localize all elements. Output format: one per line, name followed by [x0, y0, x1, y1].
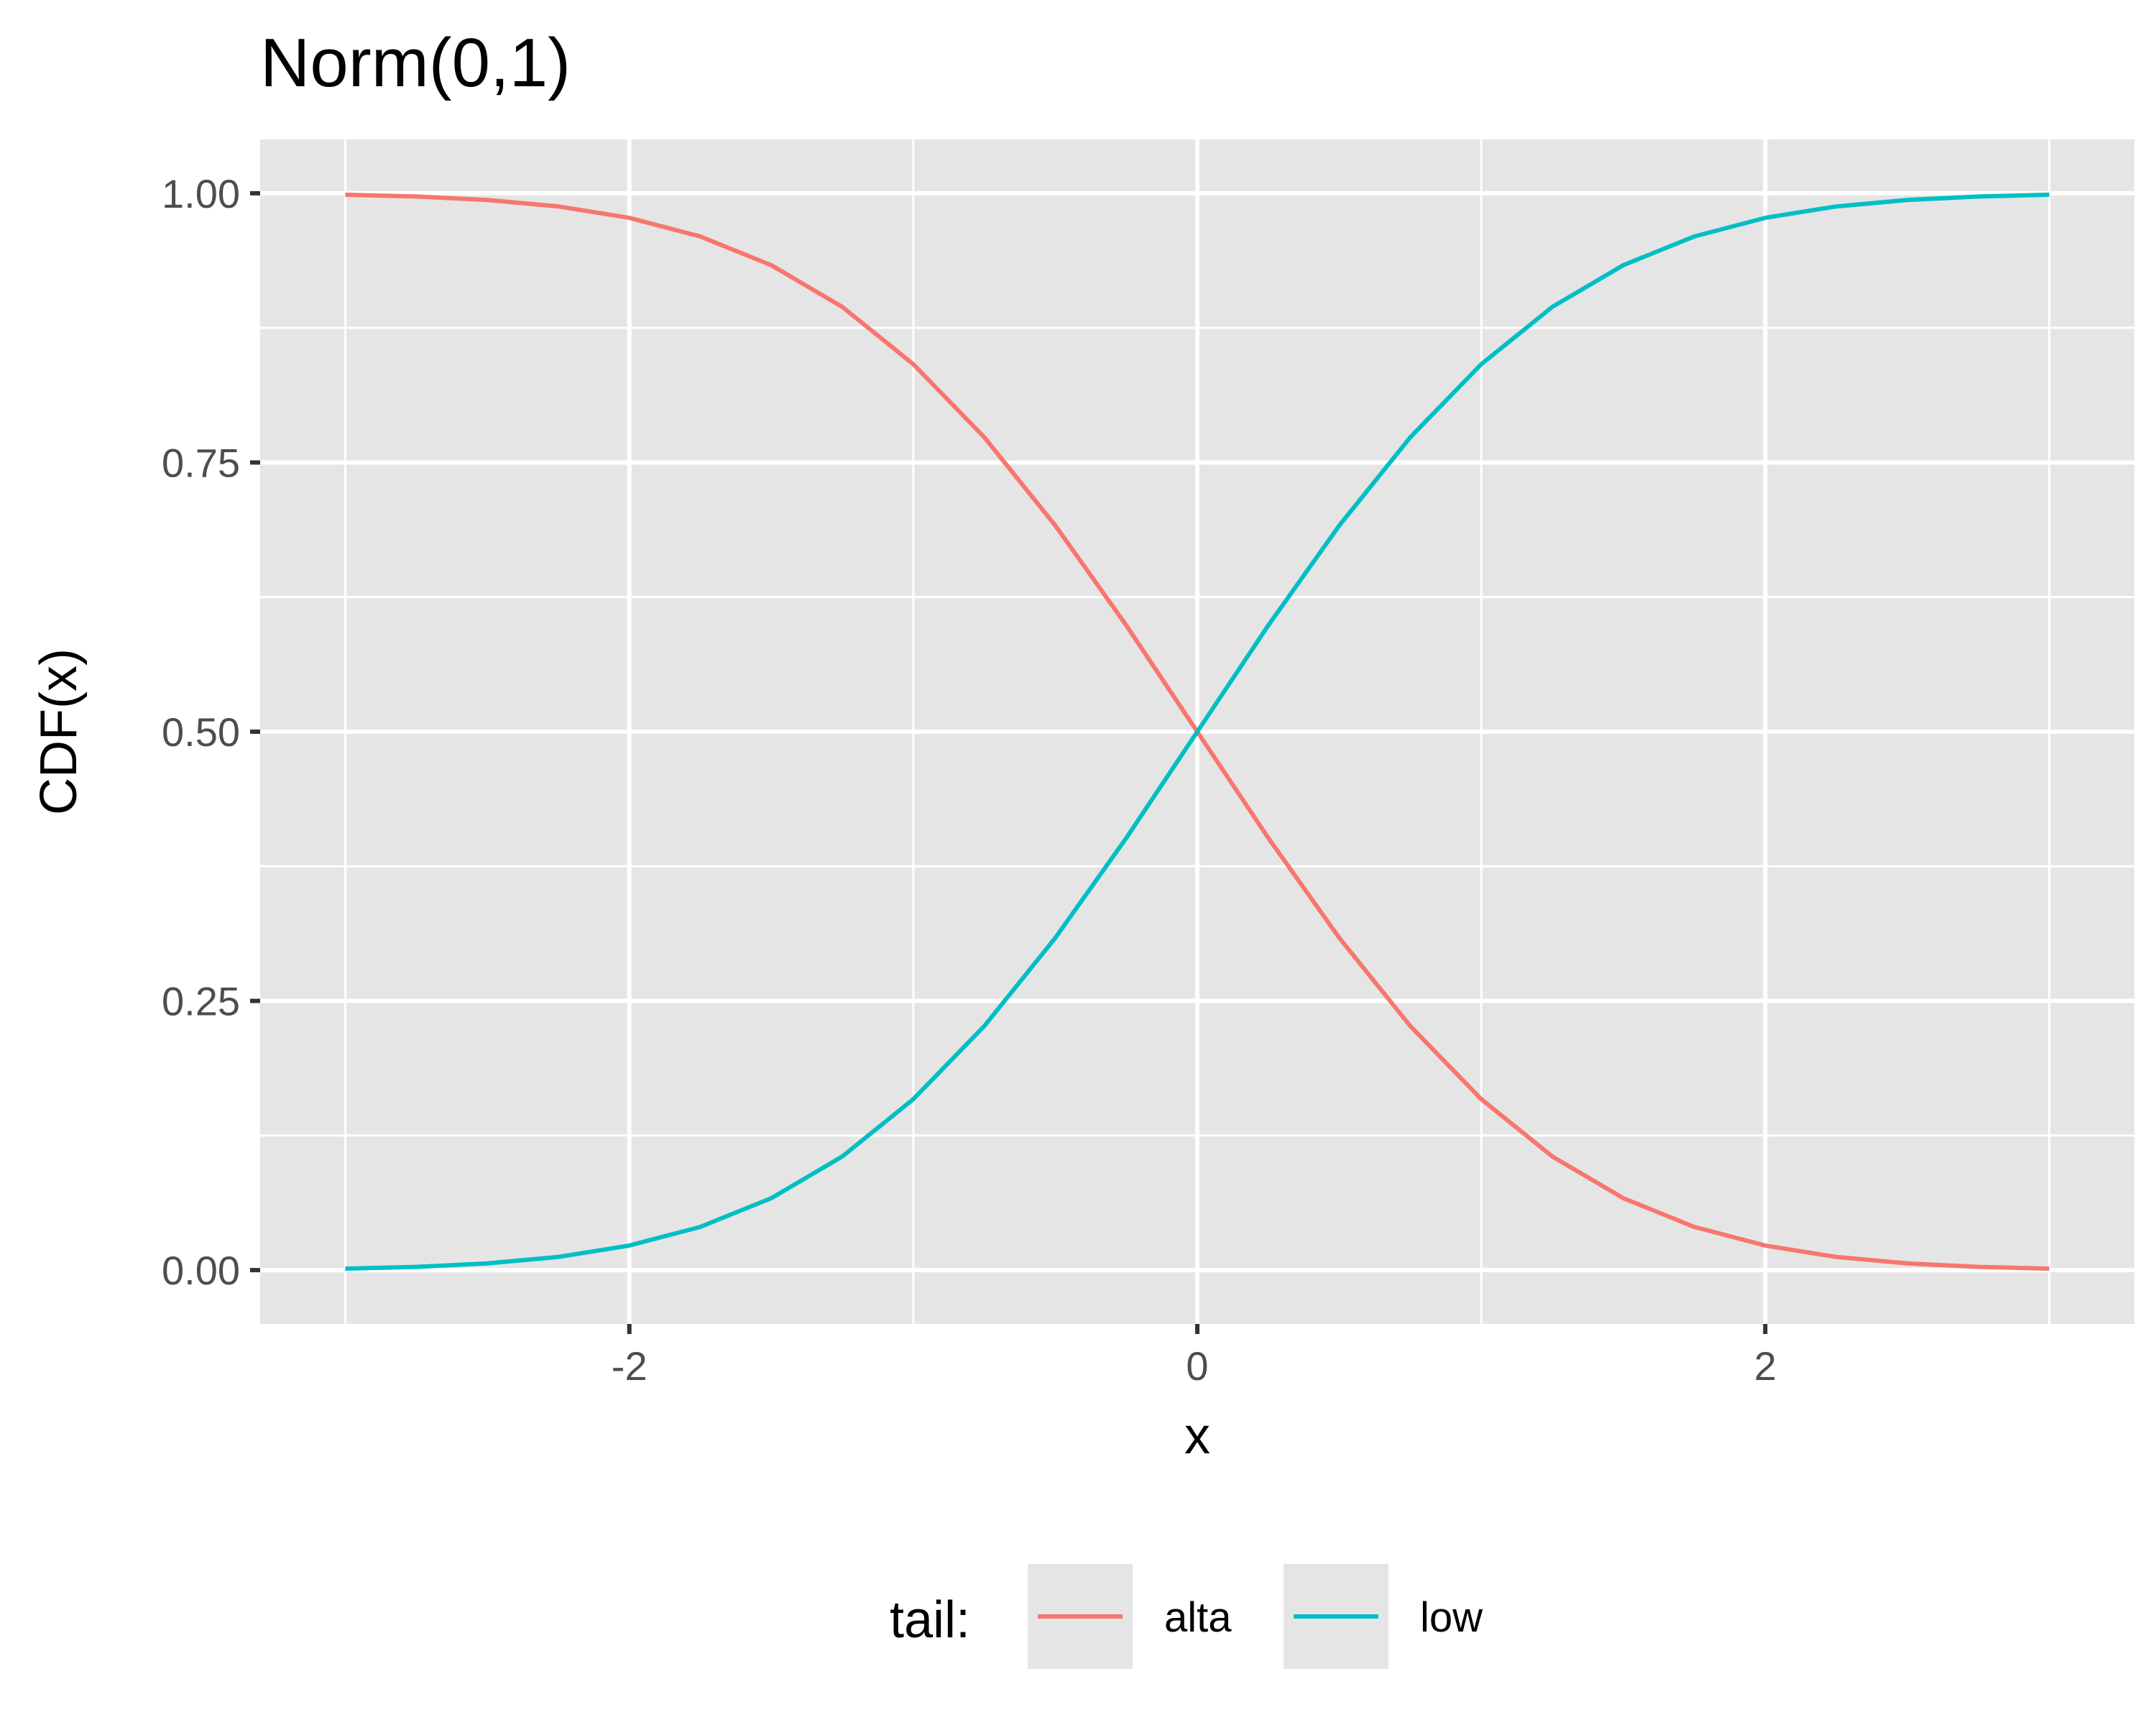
legend-title: tail: — [890, 1591, 970, 1649]
x-axis-title: x — [1184, 1407, 1210, 1465]
series-lines — [345, 192, 2050, 1271]
x-tick-labels: -2 0 2 — [612, 1343, 1777, 1389]
y-tick-label: 0.25 — [162, 979, 240, 1024]
y-axis-title: CDF(x) — [30, 648, 88, 815]
legend-items: alta low — [1028, 1564, 1483, 1669]
y-tick-label: 0.75 — [162, 440, 240, 485]
legend: tail: alta low — [890, 1564, 1483, 1669]
x-tick-label: -2 — [612, 1343, 648, 1389]
axis-ticks — [250, 190, 1768, 1334]
legend-label-alta: alta — [1164, 1594, 1232, 1641]
y-tick-label: 0.00 — [162, 1248, 240, 1293]
chart-title: Norm(0,1) — [260, 24, 571, 101]
series-line-low — [345, 192, 2050, 1271]
y-tick-label: 0.50 — [162, 709, 240, 755]
legend-label-low: low — [1420, 1594, 1483, 1641]
x-tick-label: 2 — [1754, 1343, 1777, 1389]
y-tick-labels: 0.00 0.25 0.50 0.75 1.00 — [162, 171, 240, 1293]
y-tick-label: 1.00 — [162, 171, 240, 216]
x-tick-label: 0 — [1186, 1343, 1208, 1389]
